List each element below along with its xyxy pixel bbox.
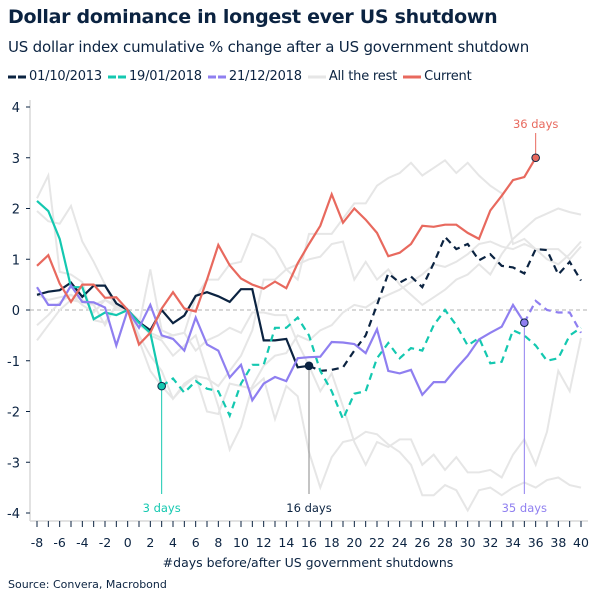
source-note: Source: Convera, Macrobond xyxy=(8,578,167,591)
x-tick-label: -4 xyxy=(76,535,89,550)
x-tick-label: 2 xyxy=(146,535,154,550)
y-tick-label: 4 xyxy=(12,101,20,116)
marker-label: 16 days xyxy=(286,501,331,515)
x-tick-label: 6 xyxy=(192,535,200,550)
legend-label: 19/01/2018 xyxy=(128,69,202,84)
x-tick-label: 32 xyxy=(482,535,498,550)
x-tick-label: 16 xyxy=(301,535,317,550)
x-tick-label: 12 xyxy=(256,535,272,550)
x-tick-label: 4 xyxy=(169,535,177,550)
marker-point xyxy=(157,381,166,391)
y-tick-label: -1 xyxy=(7,355,20,370)
y-tick-label: -2 xyxy=(7,406,20,421)
x-tick-label: -6 xyxy=(53,535,66,550)
series-21-12-2018 xyxy=(36,283,582,403)
legend-item: Current xyxy=(403,69,472,84)
y-tick-label: 2 xyxy=(12,203,20,218)
series-line xyxy=(36,158,582,339)
x-tick-label: 22 xyxy=(369,535,385,550)
series-current xyxy=(36,157,537,347)
chart-title: Dollar dominance in longest ever US shut… xyxy=(8,6,498,28)
series-line-dashed xyxy=(523,299,582,334)
marker-point xyxy=(531,153,540,163)
x-tick-label: 38 xyxy=(550,535,566,550)
y-tick-label: 1 xyxy=(12,253,20,268)
x-tick-label: 20 xyxy=(346,535,362,550)
series-line-solid xyxy=(36,200,163,387)
legend-item: All the rest xyxy=(307,69,398,84)
series-line-solid xyxy=(36,283,526,403)
x-tick-label: 24 xyxy=(392,535,408,550)
x-tick-label: 18 xyxy=(324,535,340,550)
marker-label: 3 days xyxy=(143,501,181,515)
legend-label: All the rest xyxy=(328,69,398,84)
x-tick-label: 36 xyxy=(528,535,544,550)
x-tick-label: -8 xyxy=(31,535,44,550)
x-tick-label: 8 xyxy=(214,535,222,550)
legend-label: 01/10/2013 xyxy=(29,69,102,84)
legend-swatch xyxy=(307,75,326,78)
legend-item: 19/01/2018 xyxy=(107,69,202,84)
y-tick-label: 3 xyxy=(12,152,20,167)
legend-swatch xyxy=(403,75,422,78)
legend-item: 01/10/2013 xyxy=(8,69,102,84)
x-tick-label: 0 xyxy=(124,535,132,550)
x-tick-label: 34 xyxy=(505,535,521,550)
x-tick-label: 14 xyxy=(278,535,294,550)
legend-swatch xyxy=(207,75,226,78)
series-line-solid xyxy=(36,157,537,347)
series-line-dashed xyxy=(161,308,582,422)
marker-label: 36 days xyxy=(513,117,558,131)
x-tick-label: 10 xyxy=(233,535,249,550)
x-tick-label: 26 xyxy=(414,535,430,550)
marker-point xyxy=(304,361,314,371)
series-01-10-2013 xyxy=(36,234,582,373)
y-tick-label: -4 xyxy=(7,507,20,522)
legend-label: Current xyxy=(424,69,472,84)
marker-point xyxy=(520,318,529,327)
series-line-solid xyxy=(36,281,310,369)
x-tick-label: 28 xyxy=(437,535,453,550)
y-tick-label: 0 xyxy=(12,304,20,319)
x-tick-label: -2 xyxy=(99,535,111,550)
chart-subtitle: US dollar index cumulative % change afte… xyxy=(8,38,530,56)
legend: 01/10/2013 19/01/2018 21/12/2018 All the re… xyxy=(8,69,478,84)
x-tick-label: 30 xyxy=(460,535,476,550)
x-axis-label: #days before/after US government shutdow… xyxy=(163,555,454,570)
series-all-the-rest xyxy=(36,158,582,339)
legend-label: 21/12/2018 xyxy=(228,69,302,84)
marker-label: 35 days xyxy=(502,501,547,515)
legend-swatch xyxy=(8,75,26,78)
legend-item: 21/12/2018 xyxy=(207,69,302,84)
legend-swatch xyxy=(107,75,126,78)
x-tick-label: 40 xyxy=(573,535,589,550)
y-tick-label: -3 xyxy=(7,456,20,471)
